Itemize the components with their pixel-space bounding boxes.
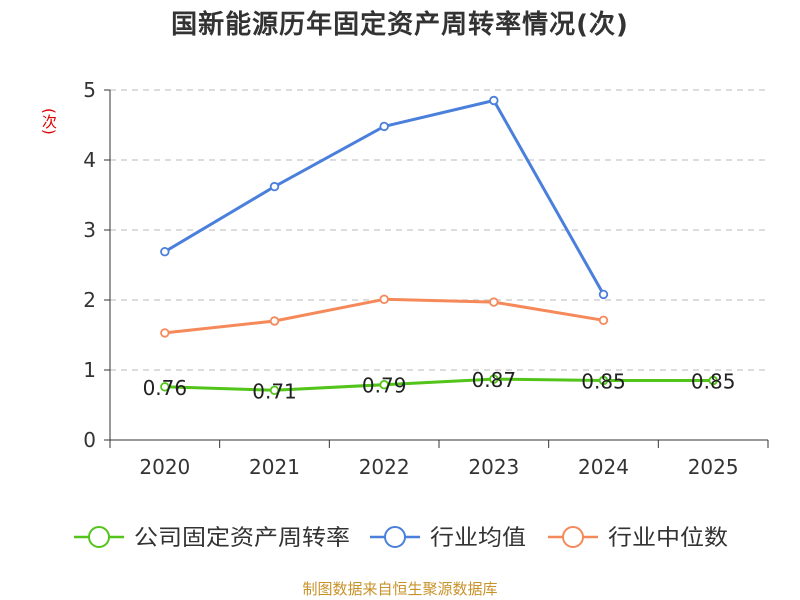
chart-title: 国新能源历年固定资产周转率情况(次) — [171, 10, 629, 40]
series-point-2 — [598, 315, 609, 325]
series-line-0 — [164, 377, 714, 392]
data-label: 0.71 — [252, 379, 297, 403]
x-tick-label: 2024 — [578, 455, 629, 479]
source-note: 制图数据来自恒生聚源数据库 — [302, 580, 498, 598]
series-line-2 — [164, 297, 604, 335]
series-point-2 — [489, 297, 499, 307]
series-point-1 — [598, 289, 609, 300]
y-tick-label: 4 — [83, 148, 96, 172]
data-label: 0.87 — [472, 368, 517, 392]
series-point-0 — [598, 375, 609, 386]
series-point-0 — [269, 385, 280, 395]
x-tick-label: 2020 — [139, 455, 190, 479]
legend-label-2: 行业中位数 — [608, 526, 728, 551]
series-point-2 — [379, 294, 389, 304]
x-tick-label: 2022 — [359, 455, 410, 479]
y-tick-label: 0 — [83, 428, 96, 452]
data-label: 0.85 — [581, 370, 626, 394]
y-tick-label: 3 — [83, 218, 96, 242]
series-point-1 — [489, 95, 499, 106]
y-tick-label: 5 — [83, 78, 96, 102]
series-point-0 — [379, 380, 389, 390]
series-point-2 — [160, 328, 170, 338]
series-point-0 — [160, 382, 170, 392]
legend-marker-0 — [88, 526, 110, 548]
y-tick-label: 1 — [83, 358, 96, 382]
data-label: 0.79 — [362, 374, 407, 398]
x-tick-label: 2023 — [468, 455, 519, 479]
legend-marker-2 — [562, 526, 584, 548]
series-point-0 — [489, 374, 499, 384]
series-point-2 — [269, 316, 280, 326]
legend-marker-1 — [384, 526, 406, 548]
x-tick-label: 2021 — [249, 455, 300, 479]
y-tick-label: 2 — [83, 288, 96, 312]
x-tick-label: 2025 — [688, 455, 739, 479]
series-point-1 — [269, 181, 280, 192]
y-axis-label: (次) — [40, 108, 58, 135]
data-label: 0.85 — [691, 370, 736, 394]
series-point-1 — [379, 121, 389, 132]
legend-label-0: 公司固定资产周转率 — [134, 526, 350, 551]
series-point-1 — [160, 246, 170, 257]
legend-label-1: 行业均值 — [430, 526, 526, 551]
series-point-0 — [708, 375, 718, 386]
data-label: 0.76 — [143, 376, 188, 400]
